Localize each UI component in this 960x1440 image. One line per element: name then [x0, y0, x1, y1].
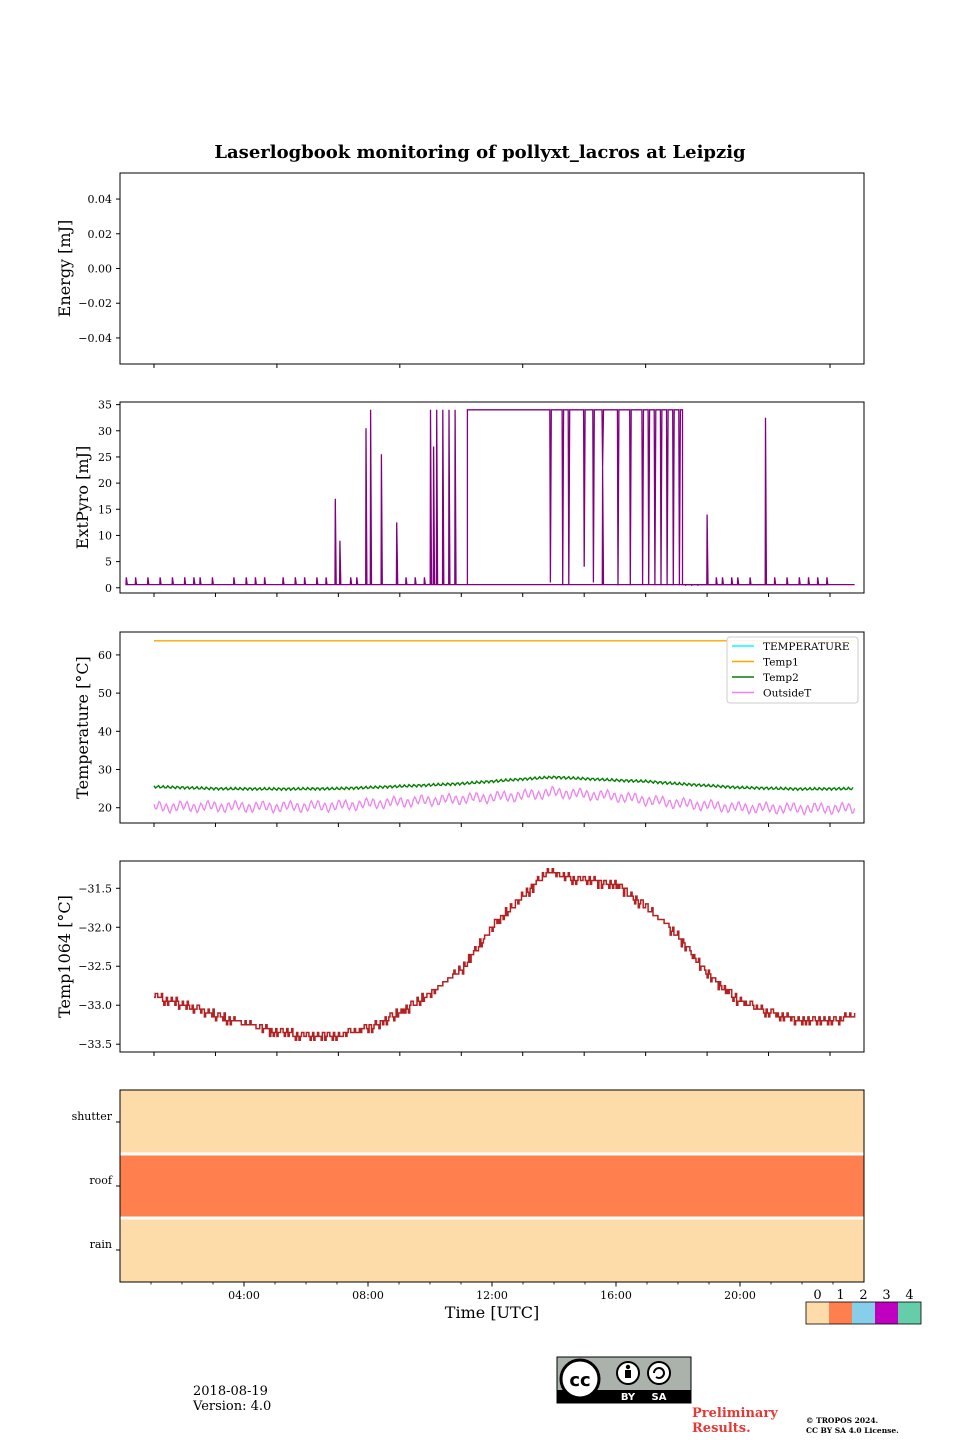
row-label: shutter: [72, 1110, 113, 1123]
y-axis-label: Temperature [°C]: [73, 656, 92, 799]
y-tick-label: −0.04: [78, 332, 112, 345]
y-tick-label: 15: [98, 503, 112, 516]
colorbar-cell-0: [806, 1302, 829, 1324]
legend-box: [726, 636, 859, 704]
cc-by-label: BY: [621, 1392, 636, 1403]
cc-sa-label: SA: [652, 1392, 667, 1403]
y-tick-label: 25: [98, 451, 112, 464]
y-tick-label: 10: [98, 529, 112, 542]
y-tick-label: 20: [98, 802, 112, 815]
status-row-rain: [120, 1218, 864, 1282]
x-tick-label: 12:00: [476, 1289, 508, 1302]
temp1064-line: [154, 868, 856, 1042]
extpyro-plateau: [466, 409, 684, 586]
cc-logo-text: cc: [569, 1370, 590, 1391]
y-tick-label: 0.00: [88, 263, 113, 276]
y-tick-label: 20: [98, 477, 112, 490]
energy-panel: 0.04 0.02 0.00 −0.02 −0.04 Energy [mJ]: [55, 172, 865, 368]
y-tick-label: −0.02: [78, 297, 112, 310]
status-row-roof: [120, 1154, 864, 1218]
temp2-line: [153, 775, 854, 792]
status-panel: shutter roof rain 04:00 08:00 12:00 16:00 20:00…: [72, 1089, 865, 1322]
colorbar-frame: [805, 1301, 922, 1325]
version-label: Version: 4.0: [193, 1399, 272, 1414]
row-label: rain: [90, 1238, 112, 1251]
share-alike-icon: [647, 1361, 671, 1385]
colorbar-tick-label: 4: [905, 1288, 913, 1303]
colorbar-cell-2: [852, 1302, 875, 1324]
status-row-shutter: [120, 1090, 864, 1154]
temperature-legend: TEMPERATURE Temp1 Temp2 OutsideT: [726, 636, 859, 704]
x-axis-label: Time [UTC]: [445, 1303, 539, 1322]
x-tick-label: 20:00: [724, 1289, 756, 1302]
y-axis-label: Temp1064 [°C]: [55, 895, 74, 1018]
chart-title: Laserlogbook monitoring of pollyxt_lacro…: [214, 142, 746, 163]
legend-label: OutsideT: [763, 688, 811, 700]
outsideT-line: [153, 785, 856, 817]
cc-logo-icon: [559, 1358, 601, 1400]
y-tick-label: 0.02: [88, 228, 113, 241]
copyright-line1: © TROPOS 2024.: [806, 1416, 879, 1425]
y-tick-label: 5: [105, 556, 112, 569]
colorbar-tick-label: 1: [836, 1288, 844, 1303]
y-tick-label: 60: [98, 649, 112, 662]
plot-frame: [119, 401, 865, 594]
y-tick-label: −32.0: [78, 921, 112, 934]
colorbar-tick-label: 2: [859, 1288, 867, 1303]
colorbar-tick-label: 0: [813, 1288, 821, 1303]
x-tick-label: 08:00: [352, 1289, 384, 1302]
date-label: 2018-08-19: [193, 1384, 268, 1399]
temp1064-panel: −31.5 −32.0 −32.5 −33.0 −33.5 Temp1064 [°C]: [55, 860, 865, 1056]
plot-frame: [119, 631, 865, 824]
y-tick-label: 35: [98, 399, 112, 412]
row-label: roof: [89, 1174, 113, 1187]
copyright-line2: CC BY SA 4.0 License.: [806, 1426, 899, 1435]
y-tick-label: −32.5: [78, 960, 112, 973]
x-tick-label: 16:00: [600, 1289, 632, 1302]
y-tick-label: 50: [98, 687, 112, 700]
y-axis-label: Energy [mJ]: [55, 220, 74, 318]
y-tick-label: 0.04: [88, 193, 113, 206]
y-tick-label: 40: [98, 725, 112, 738]
plot-frame: [119, 172, 865, 365]
preliminary-label-line1: Preliminary: [692, 1406, 778, 1421]
y-axis-label: ExtPyro [mJ]: [73, 446, 92, 549]
preliminary-label-line2: Results.: [692, 1421, 751, 1436]
y-tick-label: −33.5: [78, 1038, 112, 1051]
y-tick-label: 30: [98, 425, 112, 438]
y-tick-label: 30: [98, 764, 112, 777]
y-tick-label: −33.0: [78, 999, 112, 1012]
extpyro-line: [125, 409, 829, 587]
plot-frame: [119, 860, 865, 1053]
cc-by-sa-badge[interactable]: cc BY SA: [556, 1356, 692, 1404]
colorbar-tick-label: 3: [882, 1288, 890, 1303]
temperature-panel: 60 50 40 30 20 Temperature [°C] TEMPERATURE Tem…: [73, 631, 865, 827]
colorbar-cell-3: [875, 1302, 898, 1324]
extpyro-panel: 35 30 25 20 15 10 5 0 ExtPyro [mJ]: [73, 399, 865, 597]
legend-label: Temp1: [763, 657, 799, 669]
colorbar-cell-4: [898, 1302, 921, 1324]
y-tick-label: 0: [105, 582, 112, 595]
x-tick-label: 04:00: [228, 1289, 260, 1302]
y-tick-label: −31.5: [78, 882, 112, 895]
legend-label: TEMPERATURE: [763, 641, 850, 653]
colorbar-cell-1: [829, 1302, 852, 1324]
legend-label: Temp2: [763, 672, 799, 684]
